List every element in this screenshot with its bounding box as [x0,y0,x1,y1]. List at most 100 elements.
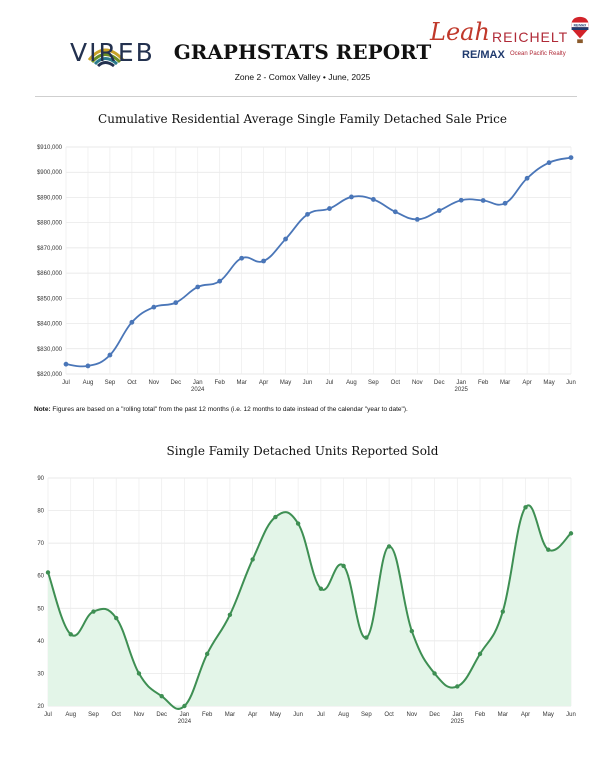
x-tick-label: Dec [434,380,445,386]
brand-last-name: REICHELT [492,29,569,45]
x-tick-label: Aug [346,380,357,386]
x-tick-label: Nov [148,380,159,386]
data-point [217,278,223,284]
data-point [392,209,398,215]
chart1-title: Cumulative Residential Average Single Fa… [98,112,507,126]
data-point [327,206,332,211]
vireb-logo-icon [87,48,125,68]
data-point [436,208,442,213]
y-tick-label: $850,000 [37,296,63,302]
data-point [195,284,201,290]
x-tick-label: May [280,380,291,386]
data-point [414,216,420,222]
data-point [349,194,354,200]
data-point [114,615,119,621]
x-tick-label: Aug [65,712,76,718]
data-point [68,632,73,637]
series-area [48,505,571,709]
remax-balloon-icon: RE/MAX [571,16,589,44]
data-point [295,521,301,526]
x-tick-label: Apr [522,380,531,386]
brand-first-name: Leah [430,18,490,46]
year-label: 2024 [191,387,205,393]
x-tick-label: Sep [368,380,379,386]
data-point [107,352,113,358]
year-label: 2025 [451,719,465,725]
y-tick-label: $830,000 [37,347,63,353]
data-point [85,363,91,369]
y-tick-label: $870,000 [37,246,63,252]
data-point [173,300,179,306]
x-tick-label: Jan [456,380,466,386]
data-point [409,628,415,634]
data-point [318,586,324,591]
data-point [455,684,460,689]
x-tick-label: Feb [475,712,486,718]
data-point [261,258,267,264]
data-point [523,505,528,510]
y-tick-label: $860,000 [37,271,63,277]
data-point [91,609,96,614]
x-tick-label: Dec [170,380,181,386]
x-tick-label: Jul [326,380,334,386]
data-point [432,671,437,676]
data-point [477,651,483,657]
data-point [500,609,505,614]
price-line-chart: $820,000 $830,000 $840,000 $850,000 $860,000… [37,145,576,393]
x-tick-label: Aug [83,380,94,386]
y-tick-label: 70 [37,541,44,547]
realtor-brand-logo: Leah REICHELT RE/MAX Ocean Pacific Realt… [430,18,600,68]
data-point [45,570,51,575]
x-tick-label: Apr [259,380,268,386]
y-tick-label: $840,000 [37,322,63,328]
x-tick-label: Oct [391,380,401,386]
data-point [364,635,369,640]
brand-company: RE/MAX [462,49,505,61]
data-point [273,514,278,520]
y-tick-label: $880,000 [37,221,63,227]
data-point [305,211,310,217]
x-tick-label: Nov [406,712,417,718]
data-point [458,197,464,203]
x-tick-label: Aug [338,712,349,718]
balloon-text: RE/MAX [574,23,587,27]
y-tick-label: 20 [37,704,44,710]
data-point [568,531,574,536]
x-tick-label: Feb [202,712,213,718]
x-tick-label: May [270,712,281,718]
data-point [151,304,157,310]
data-point [182,703,187,709]
year-label: 2025 [455,387,469,393]
y-tick-label: 40 [37,639,44,645]
footnote: Note: Figures are based on a "rolling to… [34,406,408,413]
y-tick-label: $910,000 [37,145,63,151]
brand-office: Ocean Pacific Realty [510,51,566,57]
x-tick-label: Mar [500,380,510,386]
y-tick-label: $820,000 [37,372,63,378]
report-subtitle: Zone 2 - Comox Valley • June, 2025 [234,72,371,82]
x-tick-label: Sep [361,712,372,718]
data-point [63,361,69,367]
x-tick-label: Jun [303,380,313,386]
data-point [546,160,552,166]
x-tick-label: Jul [62,380,70,386]
x-tick-label: Oct [127,380,137,386]
x-tick-label: Dec [429,712,440,718]
data-point [129,319,135,325]
y-tick-label: 60 [37,574,44,580]
x-tick-label: Sep [105,380,116,386]
year-label: 2024 [178,719,192,725]
y-tick-label: 80 [37,509,44,515]
report-title: GRAPHSTATS REPORT [173,40,432,64]
data-point [239,255,245,261]
data-point [524,175,530,181]
x-tick-label: Mar [236,380,246,386]
y-tick-label: 30 [37,671,44,677]
x-tick-label: Jun [566,380,576,386]
y-tick-label: $900,000 [37,170,63,176]
x-tick-label: Feb [215,380,226,386]
x-tick-label: Apr [521,712,530,718]
data-point [370,197,376,202]
x-tick-label: Mar [225,712,235,718]
